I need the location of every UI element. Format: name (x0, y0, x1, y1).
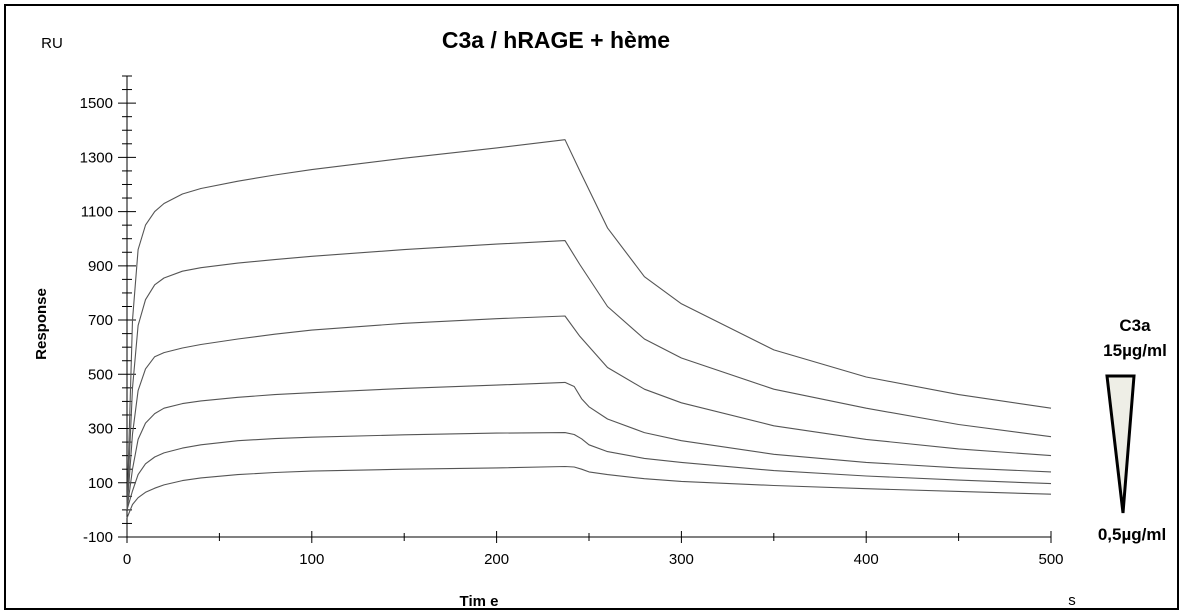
analyte-label: C3a (1119, 316, 1151, 335)
series-line-3 (126, 315, 1052, 510)
x-axis-label: Tim e (460, 593, 499, 608)
series-line-1 (126, 139, 1052, 510)
y-tick-label: 100 (88, 475, 113, 492)
high-concentration-label: 15µg/ml (1103, 341, 1167, 360)
chart-frame: C3a / hRAGE + hème RU Response Tim e s -… (4, 4, 1179, 610)
y-tick-label: -100 (83, 529, 113, 546)
x-tick-label: 0 (123, 551, 131, 568)
y-unit-label: RU (41, 35, 63, 52)
low-concentration-label: 0,5µg/ml (1098, 525, 1166, 544)
axes: -100 100 300 500 700 900 1100 1300 1500 0 100 200 30… (80, 75, 1064, 568)
x-tick-label: 500 (1038, 551, 1063, 568)
x-tick-label: 100 (299, 551, 324, 568)
sensorgram-chart: C3a / hRAGE + hème RU Response Tim e s -… (33, 27, 1167, 608)
y-tick-label: 1100 (81, 204, 113, 221)
series-line-6 (126, 465, 1052, 519)
y-tick-label: 1500 (80, 95, 113, 112)
y-axis-label: Response (33, 288, 50, 360)
y-tick-label: 1300 (80, 149, 113, 166)
y-tick-label: 300 (88, 421, 113, 438)
chart-title: C3a / hRAGE + hème (442, 27, 670, 53)
y-tick-label: 900 (88, 258, 113, 275)
concentration-gradient-icon (1105, 374, 1136, 514)
x-tick-label: 300 (669, 551, 694, 568)
series-line-5 (126, 432, 1052, 511)
series-layer (126, 139, 1052, 519)
x-unit-label: s (1068, 592, 1076, 608)
y-tick-label: 700 (88, 312, 113, 329)
x-tick-label: 200 (484, 551, 509, 568)
series-line-4 (126, 381, 1052, 510)
y-tick-label: 500 (88, 366, 113, 383)
x-tick-label: 400 (854, 551, 879, 568)
series-line-2 (126, 240, 1052, 510)
